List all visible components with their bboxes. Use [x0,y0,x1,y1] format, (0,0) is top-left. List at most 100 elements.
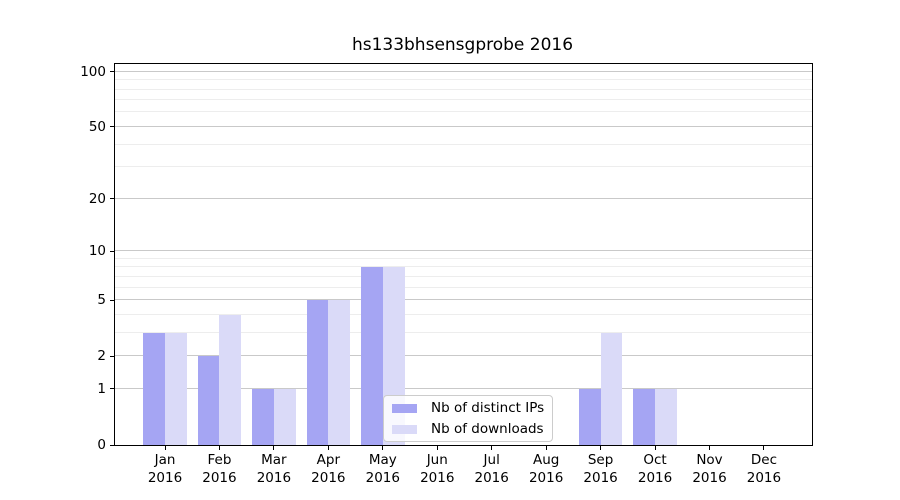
x-tick-year-feb: 2016 [202,470,237,487]
x-tick-year-jan: 2016 [147,470,183,487]
gridline-minor-4 [115,313,812,315]
gridline-minor-9 [115,257,812,259]
x-tick-jun [436,446,438,450]
gridline-major-5 [115,299,812,301]
gridline-minor-90 [115,79,812,81]
gridline-minor-70 [115,99,812,101]
gridline-minor-60 [115,111,812,113]
y-tick-label-100: 100 [80,63,106,80]
x-tick-label-oct: Oct 2016 [623,451,687,487]
x-tick-month-jul: Jul [483,452,500,468]
gridline-minor-7 [115,275,812,277]
gridline-major-2 [115,355,812,357]
gridline-minor-8 [115,266,812,268]
y-tick-label-20: 20 [88,190,106,207]
x-tick-month-dec: Dec [750,452,777,468]
x-tick-year-apr: 2016 [311,470,346,487]
bar-oct-nb-of-downloads [655,388,677,445]
y-tick-2 [110,355,114,357]
x-tick-month-mar: Mar [261,452,287,468]
y-tick-label-5: 5 [97,292,106,309]
x-tick-label-feb: Feb 2016 [187,451,251,487]
bar-jan-nb-of-distinct-ips [143,332,165,445]
x-tick-dec [763,446,765,450]
x-tick-nov [709,446,710,450]
x-tick-year-jul: 2016 [474,470,509,487]
x-tick-mar [273,446,275,450]
legend-label-nb-of-distinct-ips: Nb of distinct IPs [431,400,545,416]
gridline-major-10 [115,250,812,252]
bar-apr-nb-of-distinct-ips [306,300,329,445]
y-tick-20 [110,198,114,200]
x-tick-label-jun: Jun 2016 [405,451,469,487]
y-tick-1 [110,388,114,390]
gridline-minor-3 [115,331,812,333]
x-tick-month-may: May [368,452,397,468]
x-tick-label-may: May 2016 [351,451,415,487]
bar-apr-nb-of-downloads [328,300,351,445]
gridline-minor-6 [115,286,812,288]
legend-swatch-nb-of-downloads [392,424,417,434]
legend: Nb of distinct IPs Nb of downloads [383,395,554,442]
gridline-major-20 [115,197,812,199]
chart-title: hs133bhsensgprobe 2016 [351,35,574,55]
gridline-minor-30 [115,166,812,168]
bar-oct-nb-of-distinct-ips [633,388,656,445]
x-tick-oct [654,446,656,450]
x-tick-label-jan: Jan 2016 [133,451,197,487]
plot-area: 0 1 2 5 10 20 50 100 Jan 2016 Feb 2016 Mar 2016 Apr 20… [80,63,813,486]
x-tick-feb [218,446,220,450]
x-tick-month-apr: Apr [316,452,341,468]
x-tick-label-mar: Mar 2016 [242,451,306,487]
gridline-major-100 [115,70,812,72]
x-tick-month-jan: Jan [154,452,176,468]
x-tick-jul [491,446,493,450]
x-tick-month-oct: Oct [643,452,667,468]
x-tick-year-sep: 2016 [583,470,618,487]
x-tick-year-dec: 2016 [746,470,782,487]
y-tick-0 [110,444,114,446]
x-tick-month-feb: Feb [207,452,232,468]
x-tick-jan [164,446,166,450]
x-tick-year-nov: 2016 [692,470,727,487]
x-tick-year-mar: 2016 [256,470,292,487]
legend-entry-nb-of-distinct-ips: Nb of distinct IPs [392,400,544,416]
x-tick-month-nov: Nov [696,452,723,468]
x-tick-month-jun: Jun [426,452,448,468]
y-tick-label-10: 10 [88,243,106,259]
x-tick-label-jul: Jul 2016 [460,451,524,487]
x-tick-aug [545,446,547,450]
legend-swatch-nb-of-distinct-ips [392,403,417,413]
bar-feb-nb-of-downloads [219,314,242,445]
x-tick-label-sep: Sep 2016 [569,451,633,487]
gridline-major-1 [115,387,812,389]
y-tick-label-1: 1 [97,380,106,397]
x-tick-sep [600,446,602,450]
y-tick-label-2: 2 [97,348,106,365]
x-tick-label-apr: Apr 2016 [296,451,360,487]
gridline-major-50 [115,125,812,127]
x-tick-apr [327,446,329,450]
x-tick-year-aug: 2016 [528,470,564,487]
x-tick-month-aug: Aug [532,452,560,468]
x-tick-label-dec: Dec 2016 [732,451,796,487]
bar-may-nb-of-distinct-ips [361,267,383,445]
y-tick-100 [110,71,114,73]
gridline-minor-80 [115,88,812,90]
x-tick-label-nov: Nov 2016 [678,451,742,487]
x-tick-month-sep: Sep [587,452,614,468]
bar-sep-nb-of-downloads [600,332,623,445]
y-tick-10 [110,250,114,252]
x-tick-label-aug: Aug 2016 [514,451,578,487]
y-tick-50 [110,126,114,128]
x-tick-year-jun: 2016 [420,470,455,487]
x-tick-year-may: 2016 [365,470,400,487]
gridline-minor-40 [115,143,812,145]
legend-label-nb-of-downloads: Nb of downloads [431,421,544,437]
bar-mar-nb-of-distinct-ips [252,388,274,445]
y-tick-label-0: 0 [97,437,106,453]
bar-jan-nb-of-downloads [165,332,187,445]
y-tick-5 [110,299,114,301]
y-tick-label-50: 50 [88,118,106,135]
